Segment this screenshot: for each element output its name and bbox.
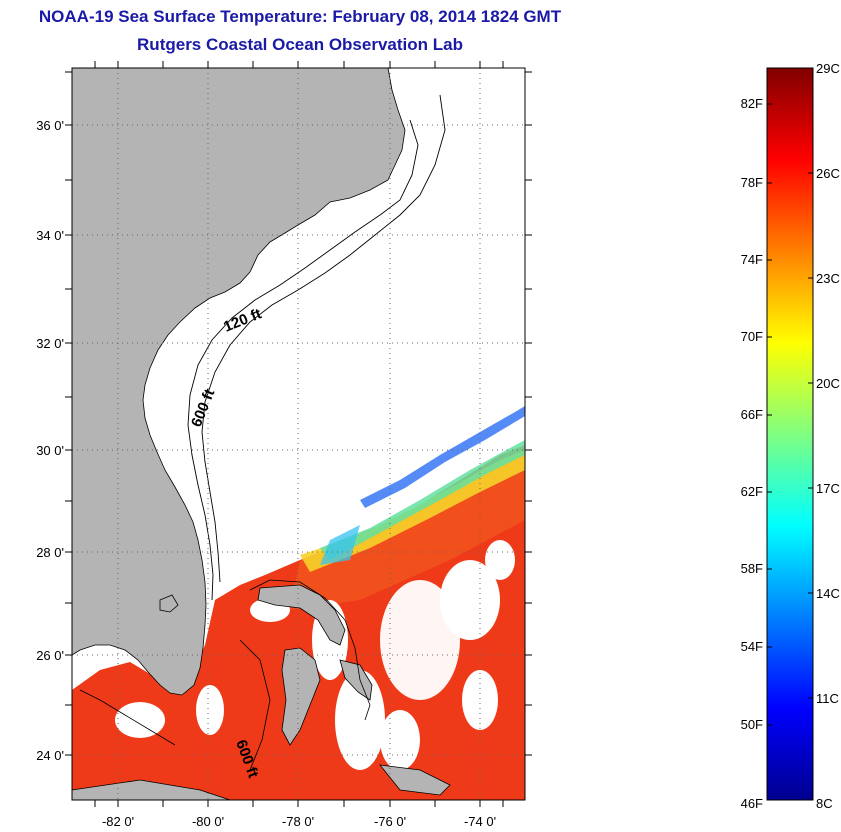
lon-tick-label: -80 0'	[192, 814, 224, 829]
lat-tick-label: 32 0'	[36, 336, 64, 351]
lat-tick-label: 28 0'	[36, 545, 64, 560]
colorbar-f-label: 58F	[741, 561, 763, 576]
lat-tick-label: 26 0'	[36, 648, 64, 663]
map-title: NOAA-19 Sea Surface Temperature: Februar…	[38, 7, 562, 26]
isobath-120ft	[187, 119, 419, 601]
colorbar-f-label: 66F	[741, 407, 763, 422]
latitude-axis: 36 0' 34 0' 32 0' 30 0' 28 0' 26 0' 24 0…	[36, 118, 64, 763]
colorbar-c-label: 29C	[816, 61, 840, 76]
colorbar-f-label: 78F	[741, 175, 763, 190]
colorbar-c-label: 26C	[816, 166, 840, 181]
colorbar-c-label: 17C	[816, 481, 840, 496]
colorbar-f-label: 50F	[741, 717, 763, 732]
colorbar-f-label: 82F	[741, 96, 763, 111]
colorbar-f-label: 54F	[741, 639, 763, 654]
colorbar-f-label: 62F	[741, 484, 763, 499]
bahamas-islands	[72, 584, 451, 800]
colorbar-c-label: 23C	[816, 271, 840, 286]
colorbar-f-label: 46F	[741, 796, 763, 811]
colorbar: 82F 78F 74F 70F 66F 62F 58F 54F 50F 46F …	[741, 61, 840, 811]
colorbar-c-label: 20C	[816, 376, 840, 391]
colorbar-f-label: 70F	[741, 329, 763, 344]
longitude-axis: -82 0' -80 0' -78 0' -76 0' -74 0'	[102, 814, 496, 829]
colorbar-c-label: 11C	[816, 691, 839, 706]
colorbar-f-label: 74F	[741, 252, 763, 267]
lon-tick-label: -74 0'	[464, 814, 496, 829]
colorbar-gradient	[766, 67, 814, 801]
lon-tick-label: -76 0'	[374, 814, 406, 829]
axis-ticks	[65, 61, 532, 807]
lat-tick-label: 24 0'	[36, 748, 64, 763]
cloud-cover	[115, 540, 515, 770]
lat-tick-label: 36 0'	[36, 118, 64, 133]
lon-tick-label: -78 0'	[282, 814, 314, 829]
colorbar-c-label: 14C	[816, 586, 840, 601]
land-mass	[72, 68, 406, 696]
lat-tick-label: 30 0'	[36, 443, 64, 458]
map-subtitle: Rutgers Coastal Ocean Observation Lab	[137, 35, 463, 54]
colorbar-c-label: 8C	[816, 796, 833, 811]
lon-tick-label: -82 0'	[102, 814, 134, 829]
graticule	[72, 68, 525, 800]
lat-tick-label: 34 0'	[36, 228, 64, 243]
isobath-600ft	[201, 94, 446, 583]
